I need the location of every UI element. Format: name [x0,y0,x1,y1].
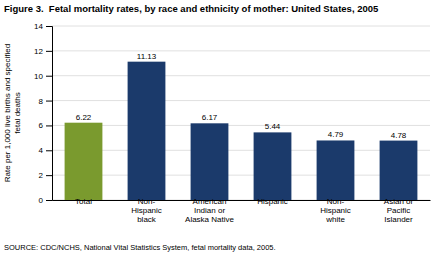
plot-area: 6.22 11.13 6.17 5.44 4.79 4.78 0 2 4 6 8 10 12 14 Tota… [34,22,430,224]
text-line: Non- [138,197,156,206]
y-tick: 6 [39,121,52,130]
y-tick-label: 12 [34,47,43,56]
y-tick-mark [46,175,52,176]
y-tick: 4 [39,146,52,155]
bar [380,141,418,200]
grid-line [52,175,430,176]
grid-line [52,100,430,101]
y-tick-label: 6 [39,121,44,130]
text-line: Alaska Native [185,215,234,224]
text-line: white [325,215,345,224]
text-line: Total [75,197,92,206]
text-line: American [193,197,227,206]
data-label: 5.44 [265,122,281,131]
y-tick-mark [46,125,52,126]
bar [65,123,103,200]
data-label: 11.13 [137,52,157,61]
data-label: 4.79 [328,130,344,139]
x-tick: Asian orPacificIslander [384,197,414,224]
y-tick-label: 8 [39,97,44,106]
y-tick-label: 10 [34,72,43,81]
x-tick-label: Total [75,197,92,206]
x-tick-label: AmericanIndian orAlaska Native [185,197,234,224]
text-line: Non- [327,197,345,206]
y-tick-label: 4 [39,146,44,155]
data-label: 6.22 [76,113,92,122]
grid-line [52,200,430,201]
x-tick-label: Non-Hispanicwhite [320,197,351,224]
data-label: 4.78 [391,131,407,140]
text-line: Hispanic [131,206,162,215]
x-tick: Non-Hispanicblack [131,197,162,224]
grid [52,26,430,200]
y-axis-title: Rate per 1,000 live births and specified… [3,44,22,182]
grid-line [52,75,430,76]
x-tick: Non-Hispanicwhite [320,197,351,224]
bar [191,123,229,200]
source-note: SOURCE: CDC/NCHS, National Vital Statist… [4,243,276,252]
y-tick: 0 [39,196,52,205]
x-axis-line [53,200,431,201]
bars [65,62,418,200]
y-axis-line [46,27,53,201]
y-tick: 10 [34,72,52,81]
x-tick: Hispanic [257,197,288,206]
y-tick: 2 [39,171,52,180]
text-line: Asian or [384,197,414,206]
text-line: Pacific [387,206,411,215]
x-tick-label: Non-Hispanicblack [131,197,162,224]
chart: 6.22 11.13 6.17 5.44 4.79 4.78 0 2 4 6 8 10 12 14 Tota… [0,0,440,254]
text-line: black [137,215,157,224]
title: Figure 3. Fetal mortality rates, by race… [4,3,379,14]
text-line: Islander [384,215,413,224]
y-tick-mark [46,76,52,77]
text-line: Hispanic [257,197,288,206]
text-line: Rate per 1,000 live births and specified [3,44,12,182]
y-tick-mark [46,51,52,52]
grid-line [52,50,430,51]
y-tick-mark [46,101,52,102]
y-tick-mark [46,200,52,201]
x-tick: AmericanIndian orAlaska Native [185,197,234,224]
y-tick: 12 [34,47,52,56]
y-tick-label: 2 [39,171,44,180]
x-tick-label: Hispanic [257,197,288,206]
y-tick-mark [46,26,52,27]
text-line: Indian or [194,206,225,215]
y-axis: 0 2 4 6 8 10 12 14 [34,22,52,205]
y-tick-mark [46,150,52,151]
x-axis: TotalNon-HispanicblackAmericanIndian orA… [53,197,431,224]
y-tick-label: 0 [39,196,44,205]
text-line: fetal deaths [13,92,22,133]
data-label: 6.17 [202,113,218,122]
x-tick: Total [75,197,92,206]
grid-line [52,125,430,126]
bar [128,62,166,200]
bar [317,140,355,200]
y-tick: 8 [39,97,52,106]
data-labels: 6.22 11.13 6.17 5.44 4.79 4.78 [76,52,407,140]
y-tick: 14 [34,22,52,31]
y-tick-label: 14 [34,22,43,31]
grid-line [52,150,430,151]
bar [254,132,292,200]
grid-line [52,26,430,27]
x-tick-label: Asian orPacificIslander [384,197,414,224]
text-line: Hispanic [320,206,351,215]
